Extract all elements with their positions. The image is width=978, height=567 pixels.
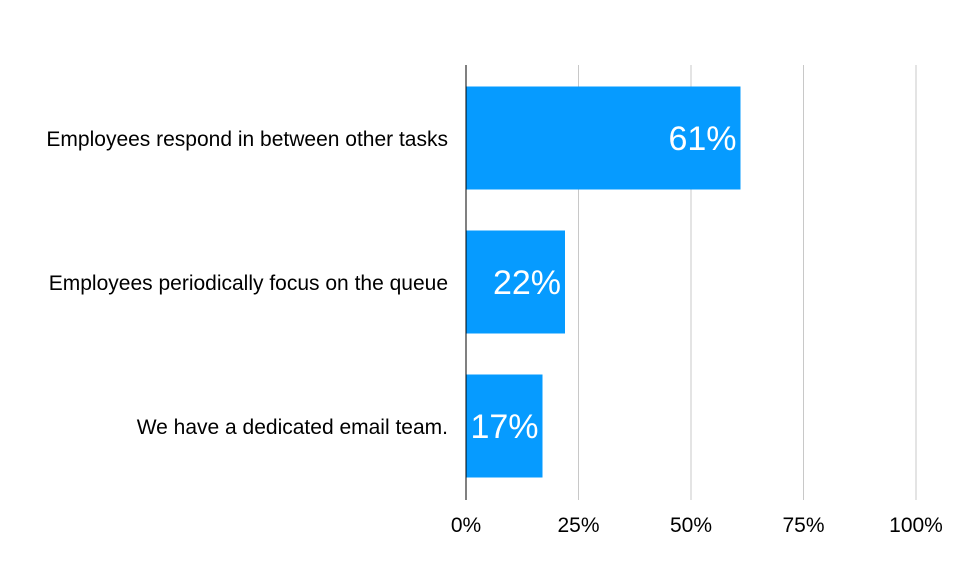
x-tick-label: 75% <box>782 514 824 537</box>
bar-1 <box>466 230 565 334</box>
bars <box>466 86 741 478</box>
labels: 61% Employees respond in between other ta… <box>46 120 942 537</box>
x-tick-label: 100% <box>889 514 943 537</box>
bar-2 <box>466 374 543 478</box>
bar-value-label: 17% <box>470 408 538 446</box>
bar-value-label: 61% <box>668 120 736 158</box>
category-label: Employees periodically focus on the queu… <box>49 272 448 295</box>
category-label: We have a dedicated email team. <box>137 416 448 439</box>
bar-value-label: 22% <box>493 264 561 302</box>
category-label: Employees respond in between other tasks <box>46 128 448 151</box>
x-tick-label: 50% <box>670 514 712 537</box>
x-tick-label: 25% <box>557 514 599 537</box>
bar-0 <box>466 86 741 190</box>
x-tick-label: 0% <box>451 514 481 537</box>
